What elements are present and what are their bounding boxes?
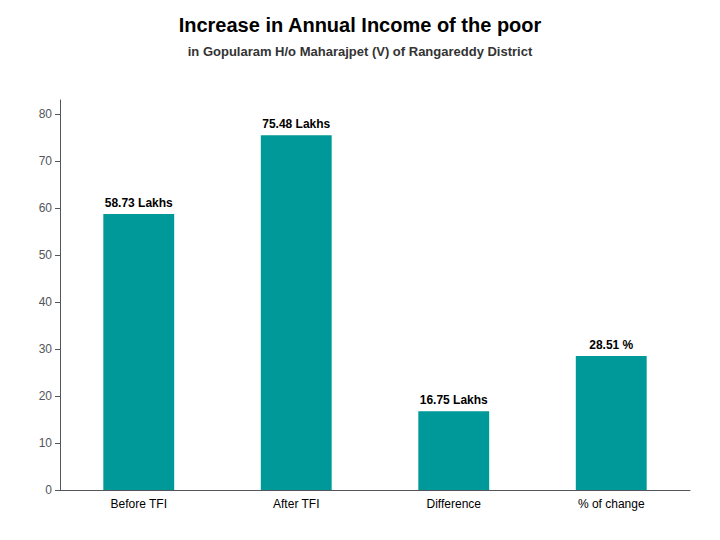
svg-text:Before TFI: Before TFI	[111, 497, 167, 511]
svg-text:60: 60	[39, 201, 53, 215]
svg-text:30: 30	[39, 342, 53, 356]
svg-text:Increase in Annual Income of t: Increase in Annual Income of the poor	[179, 14, 542, 36]
svg-text:50: 50	[39, 248, 53, 262]
svg-text:20: 20	[39, 389, 53, 403]
svg-text:40: 40	[39, 295, 53, 309]
svg-text:Difference: Difference	[427, 497, 482, 511]
svg-text:After TFI: After TFI	[273, 497, 319, 511]
svg-text:0: 0	[45, 483, 52, 497]
svg-text:in Gopularam H/o Maharajpet (V: in Gopularam H/o Maharajpet (V) of Ranga…	[188, 44, 533, 59]
svg-text:28.51 %: 28.51 %	[589, 338, 633, 352]
svg-text:70: 70	[39, 154, 53, 168]
svg-text:80: 80	[39, 107, 53, 121]
svg-text:16.75 Lakhs: 16.75 Lakhs	[420, 393, 488, 407]
svg-text:10: 10	[39, 436, 53, 450]
svg-text:75.48 Lakhs: 75.48 Lakhs	[262, 117, 330, 131]
svg-text:% of change: % of change	[578, 497, 645, 511]
svg-text:58.73 Lakhs: 58.73 Lakhs	[105, 196, 173, 210]
